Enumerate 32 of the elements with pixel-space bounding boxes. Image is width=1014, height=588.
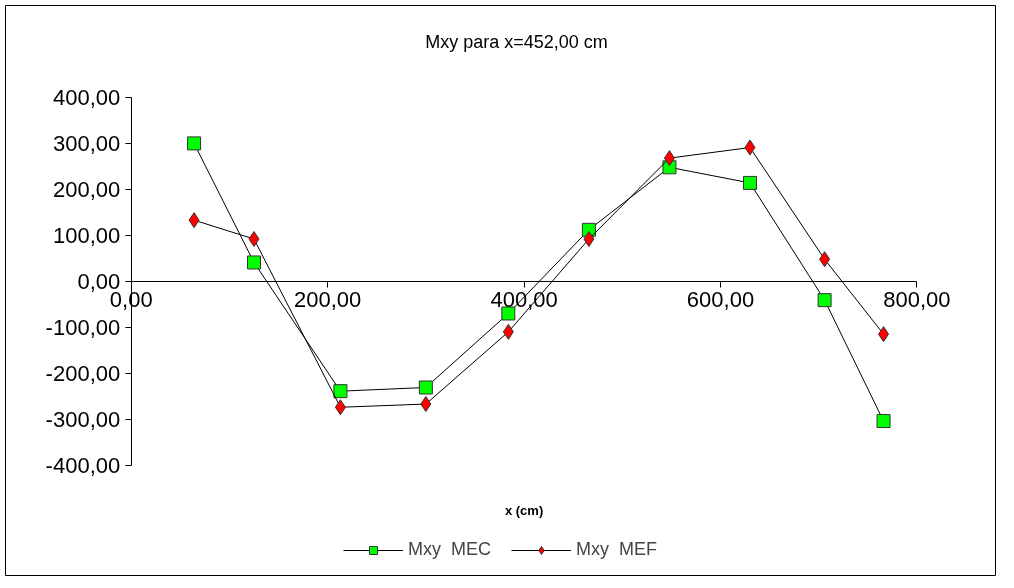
y-tick-label: 200,00 [52, 176, 121, 202]
y-tick-label: -100,00 [45, 314, 121, 340]
point [248, 231, 260, 248]
point [663, 150, 675, 167]
x-tick-label: 200,00 [294, 287, 362, 313]
y-tick-label: -200,00 [45, 360, 121, 386]
point [420, 396, 432, 413]
x-tick-label: 800,00 [883, 287, 951, 313]
point [817, 293, 832, 308]
point [819, 251, 831, 268]
point [246, 255, 261, 270]
point [187, 136, 202, 151]
x-tick-label: 600,00 [686, 287, 755, 313]
y-tick-label: 400,00 [52, 84, 121, 110]
point [744, 139, 756, 156]
point [502, 323, 514, 340]
chart-title: Mxy para x=452,00 cm [425, 32, 608, 53]
x-axis-title: x (cm) [504, 502, 544, 518]
point [188, 212, 200, 229]
point [418, 380, 433, 395]
point [876, 414, 891, 429]
point [333, 384, 348, 399]
y-tick-label: 100,00 [52, 222, 121, 248]
point [334, 399, 346, 416]
y-tick-label: -300,00 [45, 406, 121, 432]
y-tick-label: 300,00 [52, 130, 121, 156]
point [878, 326, 890, 343]
point [583, 231, 595, 248]
y-tick-label: -400,00 [45, 452, 121, 478]
legend-label: Mxy MEF [576, 539, 657, 560]
point [742, 175, 757, 190]
legend-label: Mxy MEC [408, 539, 491, 560]
